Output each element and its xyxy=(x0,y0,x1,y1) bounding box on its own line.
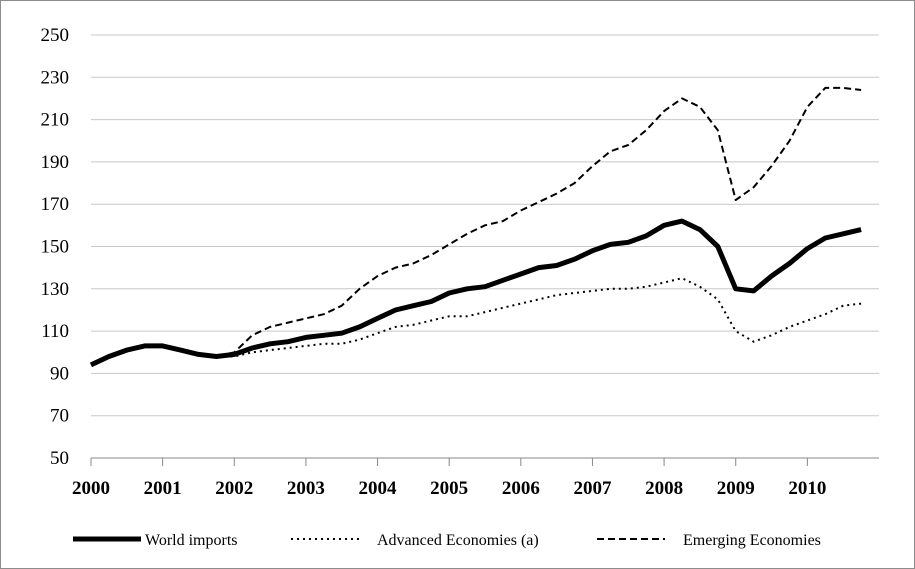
y-tick-label: 70 xyxy=(50,406,69,427)
y-tick-label: 230 xyxy=(41,67,70,88)
y-tick-label: 50 xyxy=(50,448,69,469)
y-tick-label: 150 xyxy=(41,237,70,258)
series-line xyxy=(89,218,862,368)
legend-label: Emerging Economies xyxy=(683,532,821,549)
x-tick-label: 2008 xyxy=(645,478,683,499)
y-tick-label: 190 xyxy=(41,152,70,173)
x-tick-label: 2004 xyxy=(359,478,398,499)
y-tick-label: 130 xyxy=(41,279,70,300)
y-tick-label: 90 xyxy=(50,363,69,384)
x-tick-label: 2005 xyxy=(430,478,468,499)
x-tick-label: 2010 xyxy=(788,478,826,499)
y-tick-label: 210 xyxy=(41,110,70,131)
legend-label: World imports xyxy=(145,532,237,549)
y-tick-label: 250 xyxy=(41,25,70,46)
x-tick-label: 2006 xyxy=(502,478,540,499)
x-tick-label: 2000 xyxy=(72,478,110,499)
x-tick-label: 2002 xyxy=(215,478,253,499)
series-line xyxy=(90,86,862,366)
y-tick-label: 110 xyxy=(41,321,69,342)
x-tick-label: 2007 xyxy=(573,478,612,499)
x-tick-label: 2009 xyxy=(717,478,755,499)
legend-label: Advanced Economies (a) xyxy=(377,532,539,549)
y-tick-label: 170 xyxy=(41,194,70,215)
x-tick-label: 2003 xyxy=(287,478,325,499)
x-tick-label: 2001 xyxy=(144,478,182,499)
